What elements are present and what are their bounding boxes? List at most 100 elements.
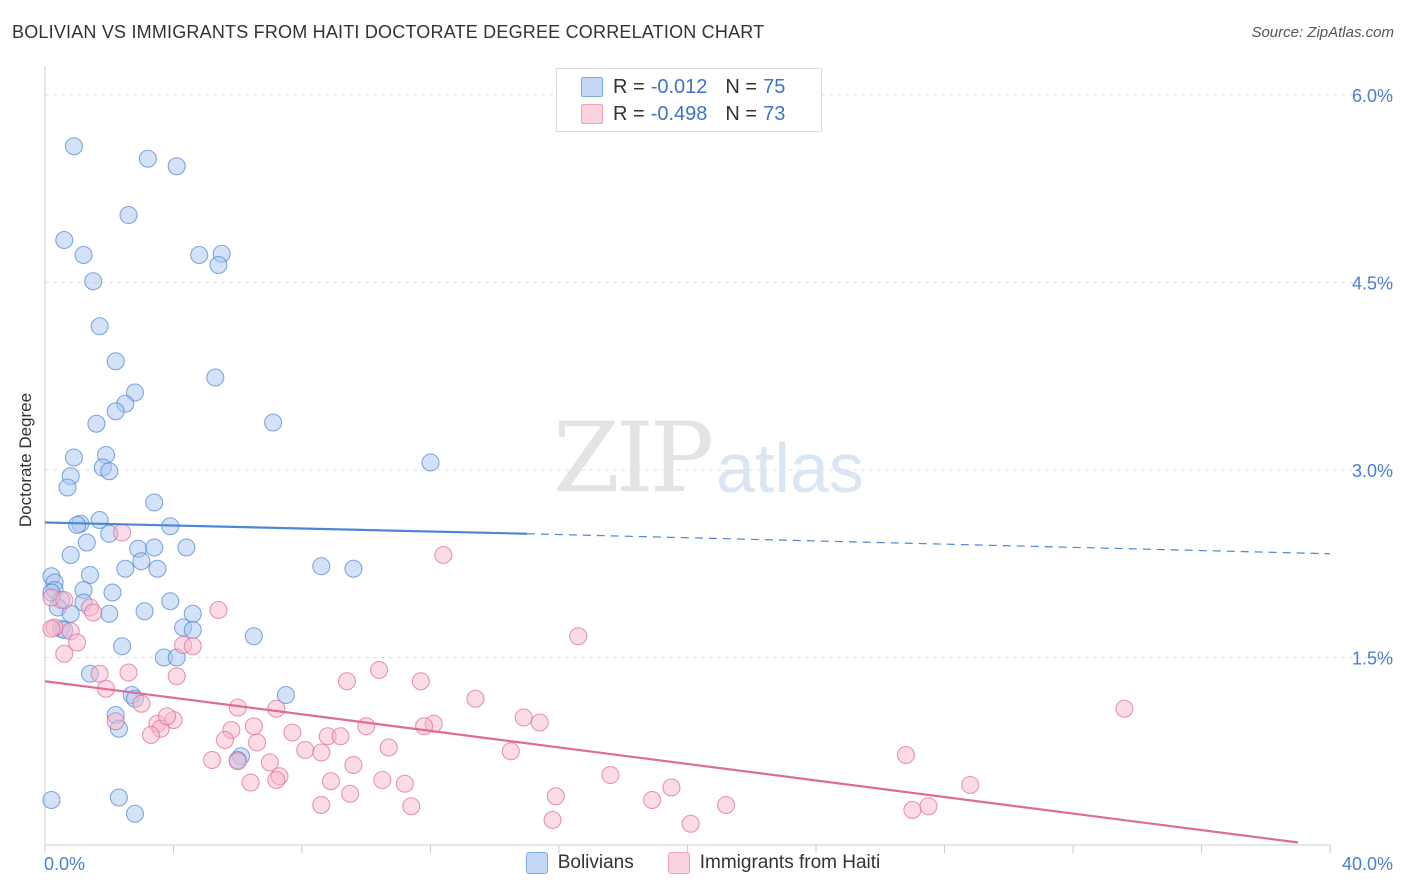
y-tick-label: 4.5%	[1352, 274, 1393, 294]
legend-r-value: -0.498	[650, 102, 708, 125]
bolivians-point	[206, 368, 225, 387]
watermark-zip: ZIP	[553, 402, 714, 514]
haiti-point	[90, 664, 109, 683]
haiti-point	[267, 699, 286, 718]
haiti-point	[662, 778, 681, 797]
haiti-point	[919, 797, 938, 816]
legend-r-label: R =	[613, 102, 645, 125]
haiti-point	[601, 765, 620, 785]
legend-item-bolivians[interactable]: Bolivians	[525, 852, 634, 874]
bolivians-point	[421, 453, 440, 472]
haiti-point	[296, 740, 315, 760]
haiti-point	[643, 790, 662, 810]
haiti-point	[55, 644, 74, 663]
haiti-point	[896, 745, 916, 765]
bolivians-point	[167, 157, 186, 176]
bolivians-point	[90, 317, 109, 336]
haiti-point	[357, 717, 376, 736]
bolivians-point	[84, 272, 103, 291]
haiti-points	[42, 523, 1134, 833]
haiti-point	[312, 795, 331, 815]
bolivians-point	[61, 545, 80, 565]
legend-n-label: N =	[725, 75, 758, 98]
legend-n-value: 75	[763, 75, 786, 98]
haiti-point	[260, 753, 279, 772]
bolivians-point	[183, 620, 202, 640]
bolivians-point	[209, 255, 228, 275]
haiti-point	[283, 723, 302, 742]
bolivians-point	[135, 602, 154, 621]
tick-labels: 1.5% 3.0% 4.5% 6.0% 0.0% 40.0%	[44, 86, 1393, 874]
haiti-point	[119, 663, 138, 682]
y-tick-label: 1.5%	[1352, 649, 1393, 669]
legend-swatch-haiti	[581, 104, 603, 124]
haiti-point	[344, 755, 363, 775]
bolivians-point	[264, 413, 283, 432]
haiti-point	[569, 627, 588, 646]
bolivians-point	[244, 627, 263, 646]
haiti-point	[267, 770, 286, 790]
haiti-point	[331, 727, 350, 746]
haiti-point	[681, 814, 700, 833]
bolivians-point	[119, 205, 138, 225]
haiti-point	[501, 742, 520, 761]
haiti-point	[395, 774, 414, 793]
haiti-point	[415, 717, 434, 736]
haiti-point	[183, 637, 202, 656]
axes	[44, 66, 1331, 853]
haiti-point	[55, 590, 74, 610]
haiti-swatch	[667, 852, 690, 874]
bolivians-point	[138, 149, 157, 168]
source-label: Source: ZipAtlas.com	[1251, 24, 1394, 41]
bolivians-point	[312, 557, 331, 576]
bolivians-point	[87, 414, 106, 433]
haiti-point	[434, 545, 453, 565]
haiti-point	[321, 772, 340, 791]
bolivians-point	[58, 478, 77, 497]
bolivians-trend-extension	[526, 533, 1331, 555]
haiti-point	[379, 738, 398, 757]
legend-item-haiti[interactable]: Immigrants from Haiti	[667, 852, 880, 874]
haiti-point	[209, 600, 228, 620]
haiti-point	[466, 689, 485, 708]
haiti-point	[312, 743, 331, 762]
bolivians-point	[116, 559, 135, 578]
bolivians-point	[103, 583, 122, 602]
bolivians-point	[344, 559, 363, 578]
legend-r-label: R =	[613, 75, 645, 98]
haiti-point	[961, 775, 980, 795]
bolivians-point	[106, 402, 125, 421]
bolivians-point	[125, 804, 144, 823]
bolivians-point	[42, 790, 61, 810]
haiti-point	[370, 660, 389, 680]
bolivians-trend-line	[44, 521, 527, 535]
bolivians-point	[80, 565, 100, 585]
bolivians-point	[106, 352, 125, 371]
haiti-point	[228, 752, 247, 771]
bolivians-point	[100, 462, 119, 481]
haiti-point	[203, 750, 222, 770]
bolivians-point	[74, 245, 93, 265]
bolivians-point	[64, 448, 83, 467]
haiti-point	[546, 787, 565, 806]
bolivians-label: Bolivians	[557, 852, 634, 873]
haiti-point	[68, 633, 87, 652]
bolivians-point	[145, 493, 164, 512]
haiti-point	[106, 712, 125, 731]
haiti-point	[543, 810, 562, 830]
bolivians-point	[113, 637, 132, 656]
bolivians-point	[109, 788, 128, 807]
bolivians-point	[55, 230, 74, 250]
legend-swatch-bolivians	[581, 77, 603, 97]
haiti-point	[1115, 699, 1134, 718]
haiti-point	[716, 795, 736, 815]
haiti-trend-line	[44, 680, 1299, 844]
bolivians-points	[42, 137, 440, 823]
correlation-legend: R = -0.012 N = 75 R = -0.498 N = 73	[556, 68, 822, 132]
bolivians-point	[68, 515, 87, 535]
bolivians-point	[100, 604, 119, 623]
legend-n-value: 73	[763, 102, 786, 125]
haiti-point	[113, 523, 132, 542]
haiti-point	[373, 770, 392, 790]
bolivians-swatch	[525, 852, 548, 874]
